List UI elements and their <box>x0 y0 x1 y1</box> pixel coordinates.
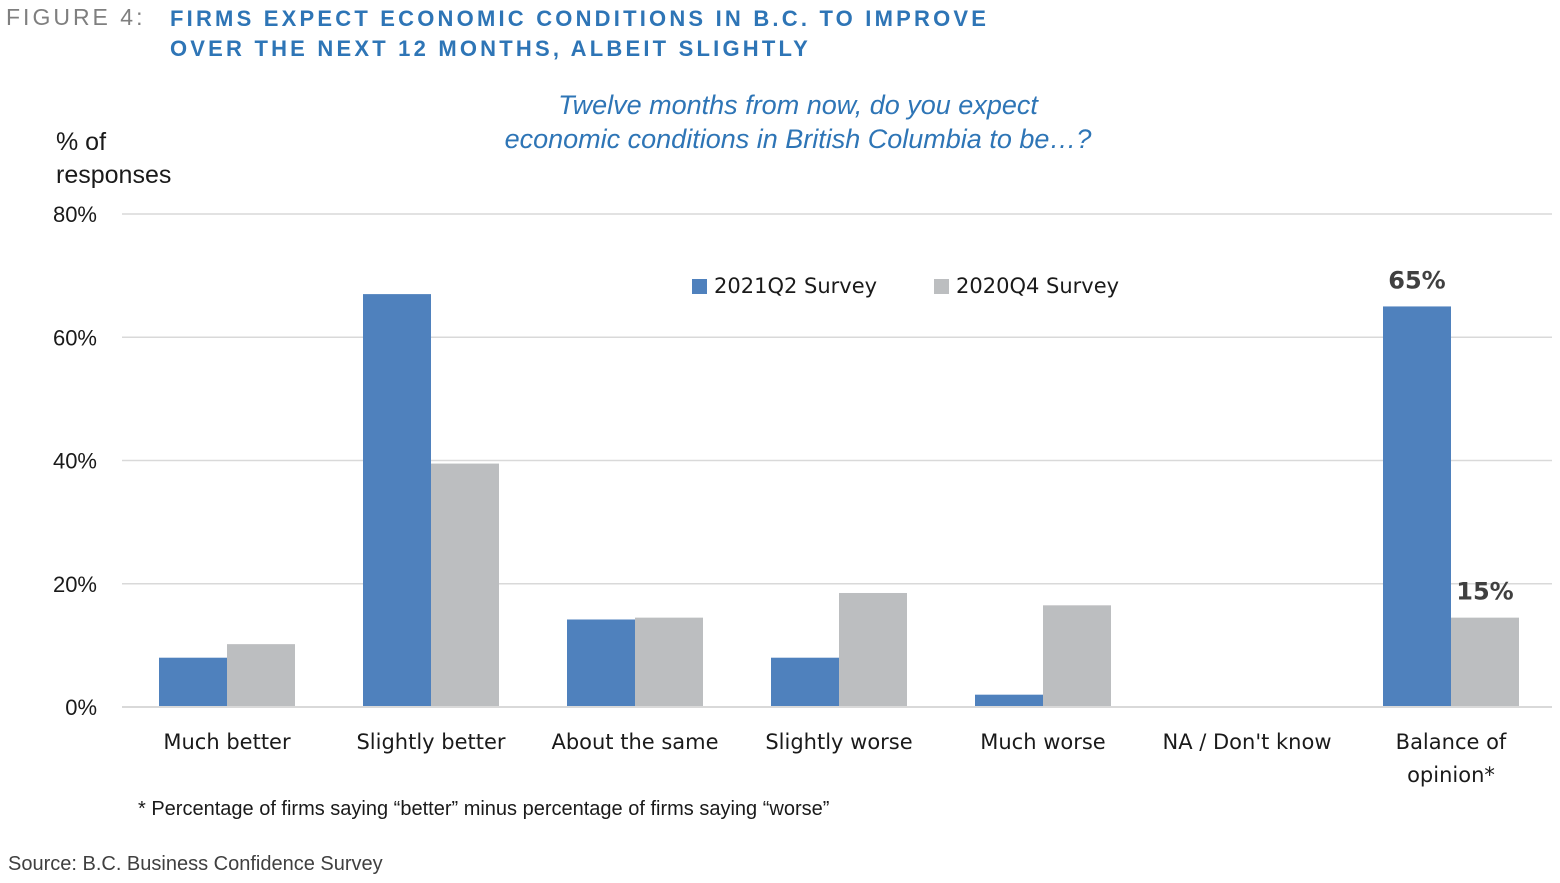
bar <box>431 463 499 707</box>
bar <box>839 592 907 707</box>
y-axis-label-line-1: % of <box>56 128 107 156</box>
bar <box>1043 605 1111 707</box>
bar <box>1451 617 1519 707</box>
x-tick-label: Much worse <box>980 730 1105 754</box>
y-tick-label: 0% <box>65 695 97 720</box>
y-tick-label: 80% <box>53 202 97 227</box>
legend-swatch <box>692 279 707 294</box>
legend-label: 2021Q2 Survey <box>714 274 877 298</box>
figure-title-line-1: FIRMS EXPECT ECONOMIC CONDITIONS IN B.C.… <box>170 6 990 31</box>
source-note: Source: B.C. Business Confidence Survey <box>8 853 383 875</box>
figure-title-line-2: OVER THE NEXT 12 MONTHS, ALBEIT SLIGHTLY <box>170 36 811 61</box>
y-axis-label: % of responses <box>56 126 171 192</box>
x-tick-label: Much better <box>163 730 291 754</box>
y-tick-label: 20% <box>53 572 97 597</box>
bar <box>567 619 635 707</box>
figure-label: FIGURE 4: <box>6 4 146 30</box>
legend-swatch <box>934 279 949 294</box>
bar <box>635 617 703 707</box>
y-axis-label-line-2: responses <box>56 161 172 189</box>
data-label: 15% <box>1456 578 1513 606</box>
x-tick-label: Balance of <box>1396 730 1507 754</box>
footnote: * Percentage of firms saying “better” mi… <box>138 798 830 820</box>
bar <box>363 294 431 707</box>
x-tick-label: opinion* <box>1407 763 1495 787</box>
data-label: 65% <box>1388 266 1445 294</box>
y-tick-label: 40% <box>53 449 97 474</box>
x-tick-label: Slightly better <box>356 730 505 754</box>
x-tick-label: NA / Don't know <box>1162 730 1331 754</box>
bar <box>227 644 295 707</box>
bar <box>771 657 839 707</box>
y-tick-label: 60% <box>53 325 97 350</box>
bar <box>975 694 1043 707</box>
x-tick-label: Slightly worse <box>765 730 912 754</box>
chart-title-line-2: economic conditions in British Columbia … <box>504 124 1092 154</box>
figure-title: FIRMS EXPECT ECONOMIC CONDITIONS IN B.C.… <box>170 4 989 64</box>
chart-title: Twelve months from now, do you expect ec… <box>398 88 1198 156</box>
bar <box>1383 306 1451 707</box>
bar <box>159 657 227 707</box>
legend-label: 2020Q4 Survey <box>956 274 1119 298</box>
chart-title-line-1: Twelve months from now, do you expect <box>558 90 1038 120</box>
x-tick-label: About the same <box>551 730 718 754</box>
